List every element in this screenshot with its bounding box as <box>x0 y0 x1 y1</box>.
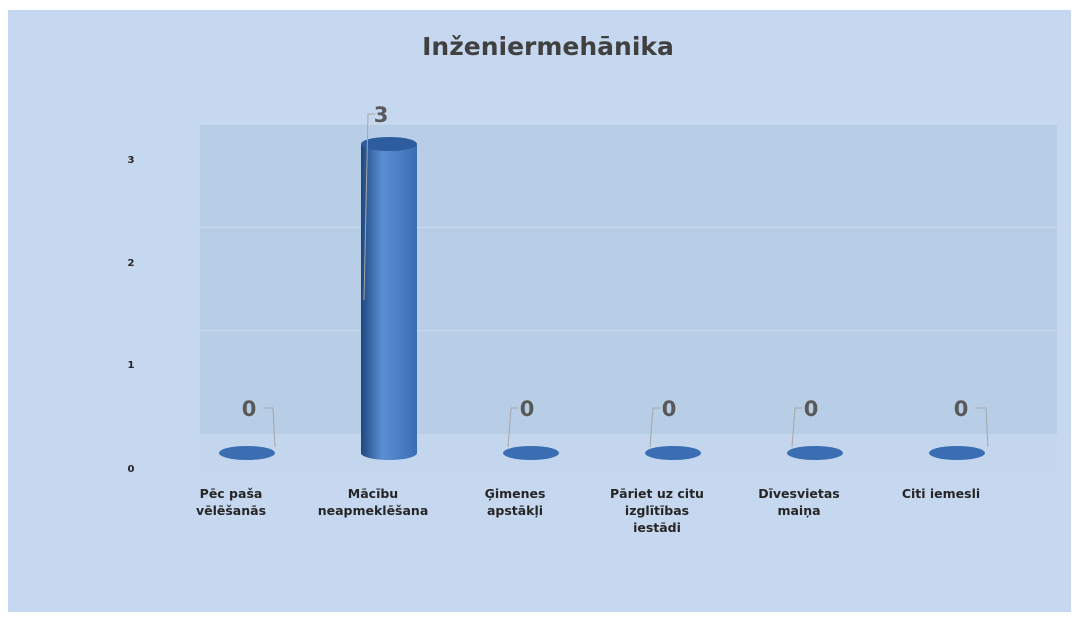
x-tick-label-line: Pēc paša <box>200 486 263 501</box>
bar-body <box>361 144 417 460</box>
y-tick-label: 3 <box>128 155 135 166</box>
bars <box>219 137 985 460</box>
x-tick-label-line: Ģimenes <box>485 486 546 501</box>
bar <box>645 446 701 460</box>
x-tick-label-line: Dīvesvietas <box>758 486 840 501</box>
plot-area-floor <box>200 434 1057 472</box>
leader-line <box>791 407 802 448</box>
data-label: 0 <box>662 397 677 421</box>
x-tick-label-line: Mācību <box>348 486 398 501</box>
data-label: 0 <box>804 397 819 421</box>
data-label: 0 <box>520 397 535 421</box>
y-axis: 0 1 2 3 <box>128 155 135 475</box>
bar-base <box>503 446 559 460</box>
leader-line <box>507 407 518 448</box>
bar-base <box>219 446 275 460</box>
bar <box>361 137 417 460</box>
y-tick-label: 0 <box>128 464 135 475</box>
x-tick-label-line: vēlēšanās <box>196 503 266 518</box>
y-tick-label: 2 <box>128 258 135 269</box>
x-tick-label-line: izglītības <box>625 503 689 518</box>
x-tick-label: Pēc paša vēlēšanās <box>196 486 266 518</box>
bar-base <box>787 446 843 460</box>
bar-base <box>645 446 701 460</box>
plot-area-wall <box>200 124 1057 434</box>
bar <box>219 446 275 460</box>
leader-line <box>363 113 375 301</box>
x-tick-label: Dīvesvietas maiņa <box>758 486 840 518</box>
x-tick-label-line: Citi iemesli <box>902 486 980 501</box>
x-tick-label-line: neapmeklēšana <box>318 503 429 518</box>
x-tick-label-line: Pāriet uz citu <box>610 486 704 501</box>
leader-line <box>263 407 276 448</box>
data-labels: 0 3 0 0 0 0 <box>242 103 989 448</box>
x-tick-label: Mācību neapmeklēšana <box>318 486 429 518</box>
gridlines <box>200 123 1057 332</box>
x-axis: Pēc paša vēlēšanās Mācību neapmeklēšana Ģime… <box>196 486 980 535</box>
data-label: 3 <box>374 103 389 127</box>
bar-base <box>929 446 985 460</box>
chart-title: Inženiermehānika <box>422 32 674 61</box>
bar <box>787 446 843 460</box>
y-tick-label: 1 <box>128 360 135 371</box>
data-label: 0 <box>954 397 969 421</box>
x-tick-label-line: maiņa <box>777 503 820 518</box>
data-label: 0 <box>242 397 257 421</box>
bar-top <box>361 137 417 151</box>
leader-line <box>975 407 989 448</box>
x-tick-label: Pāriet uz citu izglītības iestādi <box>610 486 704 535</box>
x-tick-label-line: iestādi <box>633 520 681 535</box>
x-tick-label-line: apstākļi <box>487 503 543 518</box>
bar <box>929 446 985 460</box>
bar <box>503 446 559 460</box>
x-tick-label: Citi iemesli <box>902 486 980 501</box>
leader-line <box>649 407 660 448</box>
x-tick-label: Ģimenes apstākļi <box>485 486 546 518</box>
